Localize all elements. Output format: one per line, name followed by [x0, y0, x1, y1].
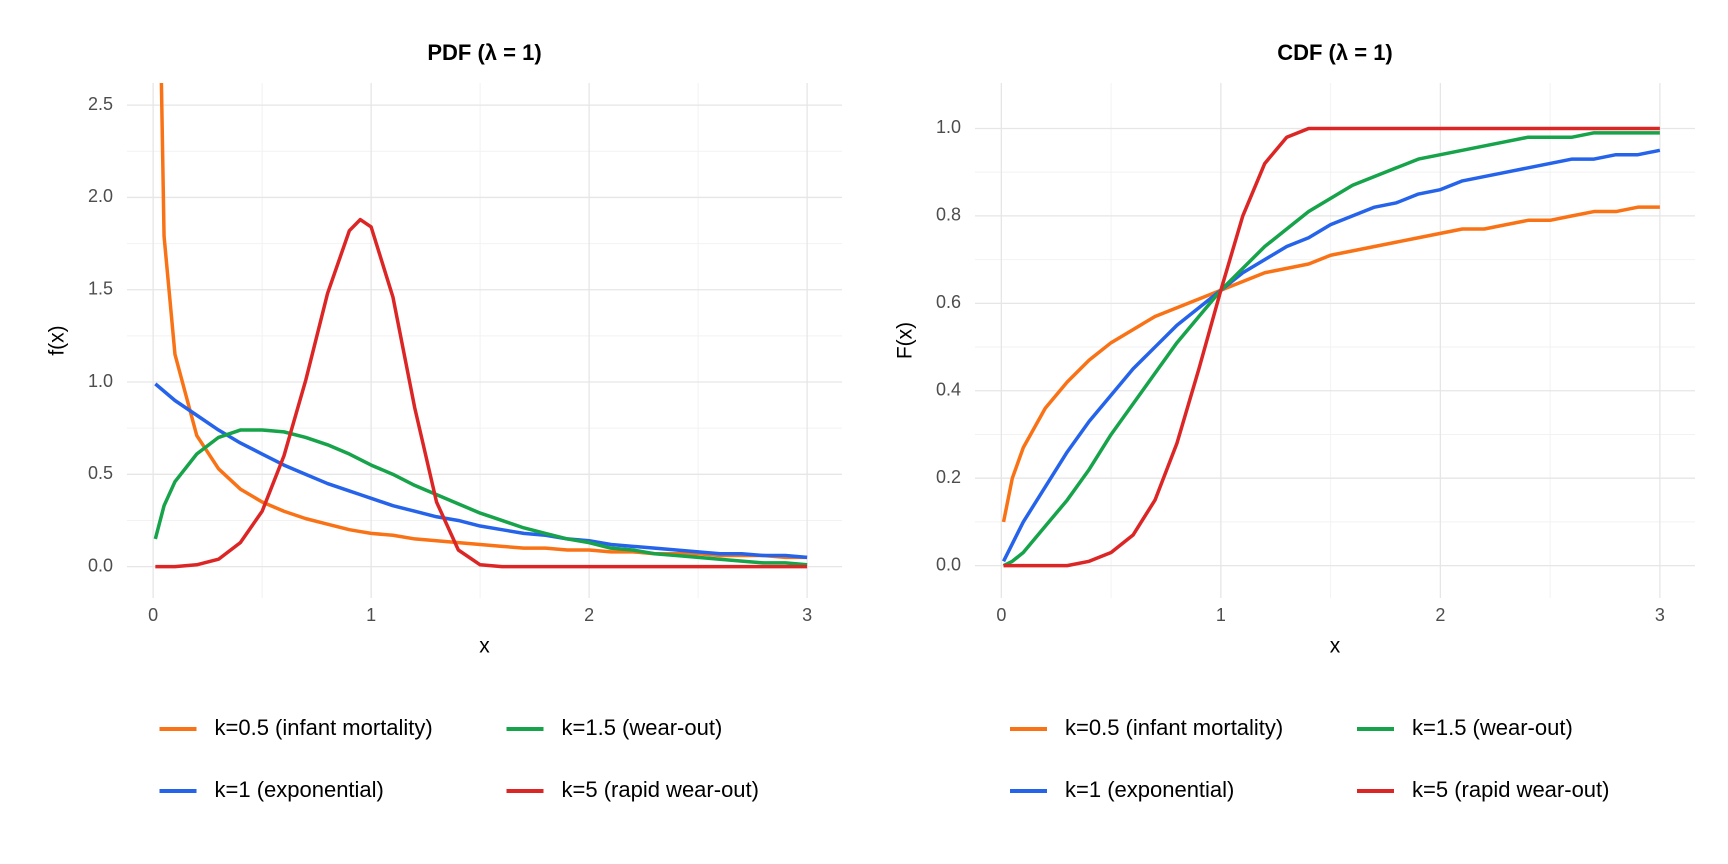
series-line [1003, 126, 1660, 568]
chart-title: PDF (λ = 1) [427, 40, 541, 65]
x-axis-label: x [479, 635, 490, 658]
panel: 0.0 0.5 1.0 1.5 2.0 2.5 0 1 2 3 PDF (λ = 1) x f(x) k=… [46, 40, 842, 802]
x-axis-label: x [1330, 635, 1341, 658]
series-line [159, 83, 808, 560]
legend-label: k=0.5 (infant mortality) [215, 715, 433, 740]
panel: 0.0 0.2 0.4 0.6 0.8 1.0 0 1 2 3 CDF (λ = 1) x F(x) k=… [894, 40, 1695, 802]
legend-label: k=1.5 (wear-out) [1412, 715, 1573, 740]
y-tick-label: 0.0 [88, 555, 113, 575]
y-tick-label: 0.5 [88, 463, 113, 483]
x-tick-label: 2 [584, 605, 594, 625]
x-tick-label: 0 [996, 605, 1006, 625]
y-axis-label: f(x) [46, 325, 69, 355]
x-tick-label: 2 [1435, 605, 1445, 625]
x-tick-label: 1 [366, 605, 376, 625]
y-tick-label: 0.6 [936, 292, 961, 312]
legend-label: k=5 (rapid wear-out) [1412, 777, 1609, 802]
legend-label: k=5 (rapid wear-out) [562, 777, 759, 802]
series-line [153, 428, 808, 567]
x-tick-label: 1 [1216, 605, 1226, 625]
y-tick-label: 2.5 [88, 94, 113, 114]
y-tick-label: 0.4 [936, 380, 961, 400]
y-tick-label: 1.0 [936, 117, 961, 137]
y-tick-label: 1.5 [88, 278, 113, 298]
legend-label: k=1 (exponential) [1065, 777, 1234, 802]
y-axis-label: F(x) [894, 322, 917, 359]
y-tick-label: 0.8 [936, 205, 961, 225]
y-tick-label: 0.0 [936, 554, 961, 574]
legend-label: k=1.5 (wear-out) [562, 715, 723, 740]
series-line [155, 217, 808, 569]
x-tick-label: 3 [1655, 605, 1665, 625]
chart-title: CDF (λ = 1) [1277, 40, 1393, 65]
x-tick-label: 3 [802, 605, 812, 625]
series-line [1001, 205, 1660, 523]
legend-label: k=1 (exponential) [215, 777, 384, 802]
series-line [1001, 148, 1661, 563]
legend-label: k=0.5 (infant mortality) [1065, 715, 1283, 740]
y-tick-label: 1.0 [88, 371, 113, 391]
x-tick-label: 0 [148, 605, 158, 625]
y-tick-label: 0.2 [936, 467, 961, 487]
y-tick-label: 2.0 [88, 186, 113, 206]
series-line [154, 382, 808, 560]
series-line [1002, 131, 1660, 568]
